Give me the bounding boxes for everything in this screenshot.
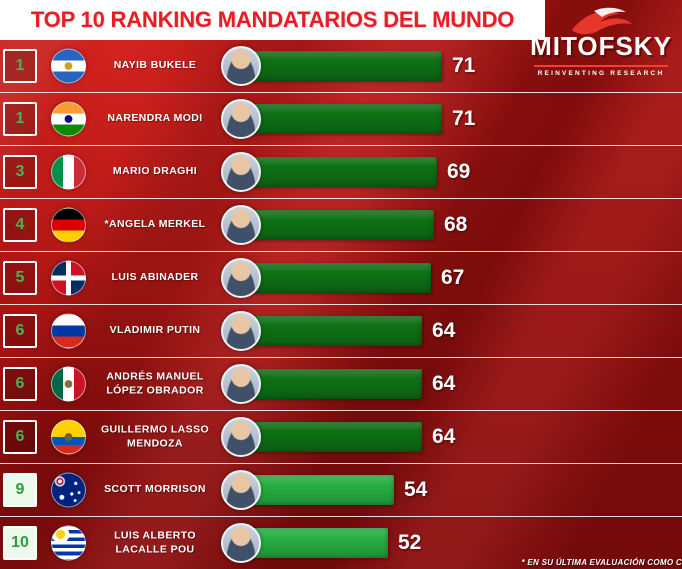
leader-avatar: [221, 205, 261, 245]
ranking-row: 6 GUILLERMO LASSO MENDOZA 64: [0, 411, 682, 464]
approval-score: 64: [432, 372, 456, 395]
rank-number: 3: [15, 163, 25, 180]
country-flag-icon: [51, 101, 86, 137]
approval-bar: [240, 369, 422, 399]
leader-name: GUILLERMO LASSO MENDOZA: [100, 423, 210, 449]
rank-number: 5: [15, 269, 25, 286]
ranking-row: 1 NAYIB BUKELE 71: [0, 40, 682, 93]
rank-badge: 9: [3, 473, 37, 507]
approval-score: 67: [441, 266, 465, 289]
approval-bar: [240, 316, 422, 346]
approval-bar: [240, 263, 431, 293]
ranking-row: 6 ANDRÉS MANUEL LÓPEZ OBRADOR 64: [0, 358, 682, 411]
leader-avatar: [221, 258, 261, 298]
country-flag-icon: [51, 313, 86, 349]
ranking-row: 1 NARENDRA MODI 71: [0, 93, 682, 146]
rank-number: 1: [15, 110, 25, 127]
country-flag-icon: [51, 260, 86, 296]
rank-number: 1: [15, 57, 25, 74]
rank-badge: 5: [3, 261, 37, 295]
approval-score: 54: [404, 478, 428, 501]
leader-name: *ANGELA MERKEL: [104, 218, 206, 231]
rank-badge: 4: [3, 208, 37, 242]
leader-name: SCOTT MORRISON: [104, 483, 206, 496]
approval-bar: [240, 51, 442, 81]
approval-bar: [240, 422, 422, 452]
rank-number: 4: [15, 216, 25, 233]
footnote: * EN SU ÚLTIMA EVALUACIÓN COMO C: [521, 558, 682, 567]
country-flag-icon: [51, 207, 86, 243]
ranking-row: 5 LUIS ABINADER 67: [0, 252, 682, 305]
country-flag-icon: [51, 154, 86, 190]
leader-avatar: [221, 311, 261, 351]
leader-avatar: [221, 46, 261, 86]
approval-bar: [240, 528, 388, 558]
rank-badge: 6: [3, 314, 37, 348]
approval-bar: [240, 157, 437, 187]
leader-name: NAYIB BUKELE: [113, 59, 197, 72]
rank-badge: 6: [3, 367, 37, 401]
leader-name: VLADIMIR PUTIN: [109, 324, 201, 337]
approval-score: 64: [432, 425, 456, 448]
ranking-row: 6 VLADIMIR PUTIN 64: [0, 305, 682, 358]
rank-number: 9: [15, 481, 25, 498]
leader-name: NARENDRA MODI: [107, 112, 203, 125]
country-flag-icon: [51, 366, 86, 402]
rank-badge: 1: [3, 49, 37, 83]
approval-score: 68: [444, 213, 468, 236]
leader-avatar: [221, 364, 261, 404]
leader-avatar: [221, 523, 261, 563]
mitofsky-logo: MITOFSKY REINVENTING RESEARCH: [526, 4, 676, 80]
rank-number: 6: [15, 428, 25, 445]
leader-avatar: [221, 470, 261, 510]
leader-avatar: [221, 99, 261, 139]
rank-badge: 10: [3, 526, 37, 560]
approval-score: 64: [432, 319, 456, 342]
mitofsky-bird-icon: [572, 7, 632, 35]
title-band: TOP 10 RANKING MANDATARIOS DEL MUNDO: [0, 0, 545, 40]
country-flag-icon: [51, 48, 86, 84]
page-title: TOP 10 RANKING MANDATARIOS DEL MUNDO: [30, 7, 515, 32]
leader-name: LUIS ALBERTO LACALLE POU: [114, 529, 196, 555]
ranking-row: 4 *ANGELA MERKEL 68: [0, 199, 682, 252]
rank-number: 10: [11, 534, 29, 551]
ranking-row: 3 MARIO DRAGHI 69: [0, 146, 682, 199]
rank-badge: 3: [3, 155, 37, 189]
ranking-row: 9 SCOTT MORRISON 54: [0, 464, 682, 517]
country-flag-icon: [51, 419, 86, 455]
rank-badge: 6: [3, 420, 37, 454]
rank-number: 6: [15, 375, 25, 392]
country-flag-icon: [51, 525, 86, 561]
rank-badge: 1: [3, 102, 37, 136]
ranking-row: 10 LUIS ALBERTO LACALLE POU 52: [0, 517, 682, 569]
logo-tagline: REINVENTING RESEARCH: [533, 65, 669, 77]
approval-score: 71: [452, 107, 476, 130]
leader-name: LUIS ABINADER: [111, 271, 199, 284]
approval-score: 71: [452, 54, 476, 77]
approval-score: 52: [398, 531, 422, 554]
approval-bar: [240, 104, 442, 134]
approval-bar: [240, 210, 434, 240]
approval-score: 69: [447, 160, 471, 183]
leader-avatar: [221, 152, 261, 192]
leader-avatar: [221, 417, 261, 457]
approval-bar: [240, 475, 394, 505]
rank-number: 6: [15, 322, 25, 339]
leader-name: ANDRÉS MANUEL LÓPEZ OBRADOR: [106, 370, 204, 396]
country-flag-icon: [51, 472, 86, 508]
ranking-rows: 1 NAYIB BUKELE 71 1 NARENDRA MODI 71 3 M…: [0, 40, 682, 569]
logo-name: MITOFSKY: [530, 31, 672, 61]
leader-name: MARIO DRAGHI: [112, 165, 198, 178]
